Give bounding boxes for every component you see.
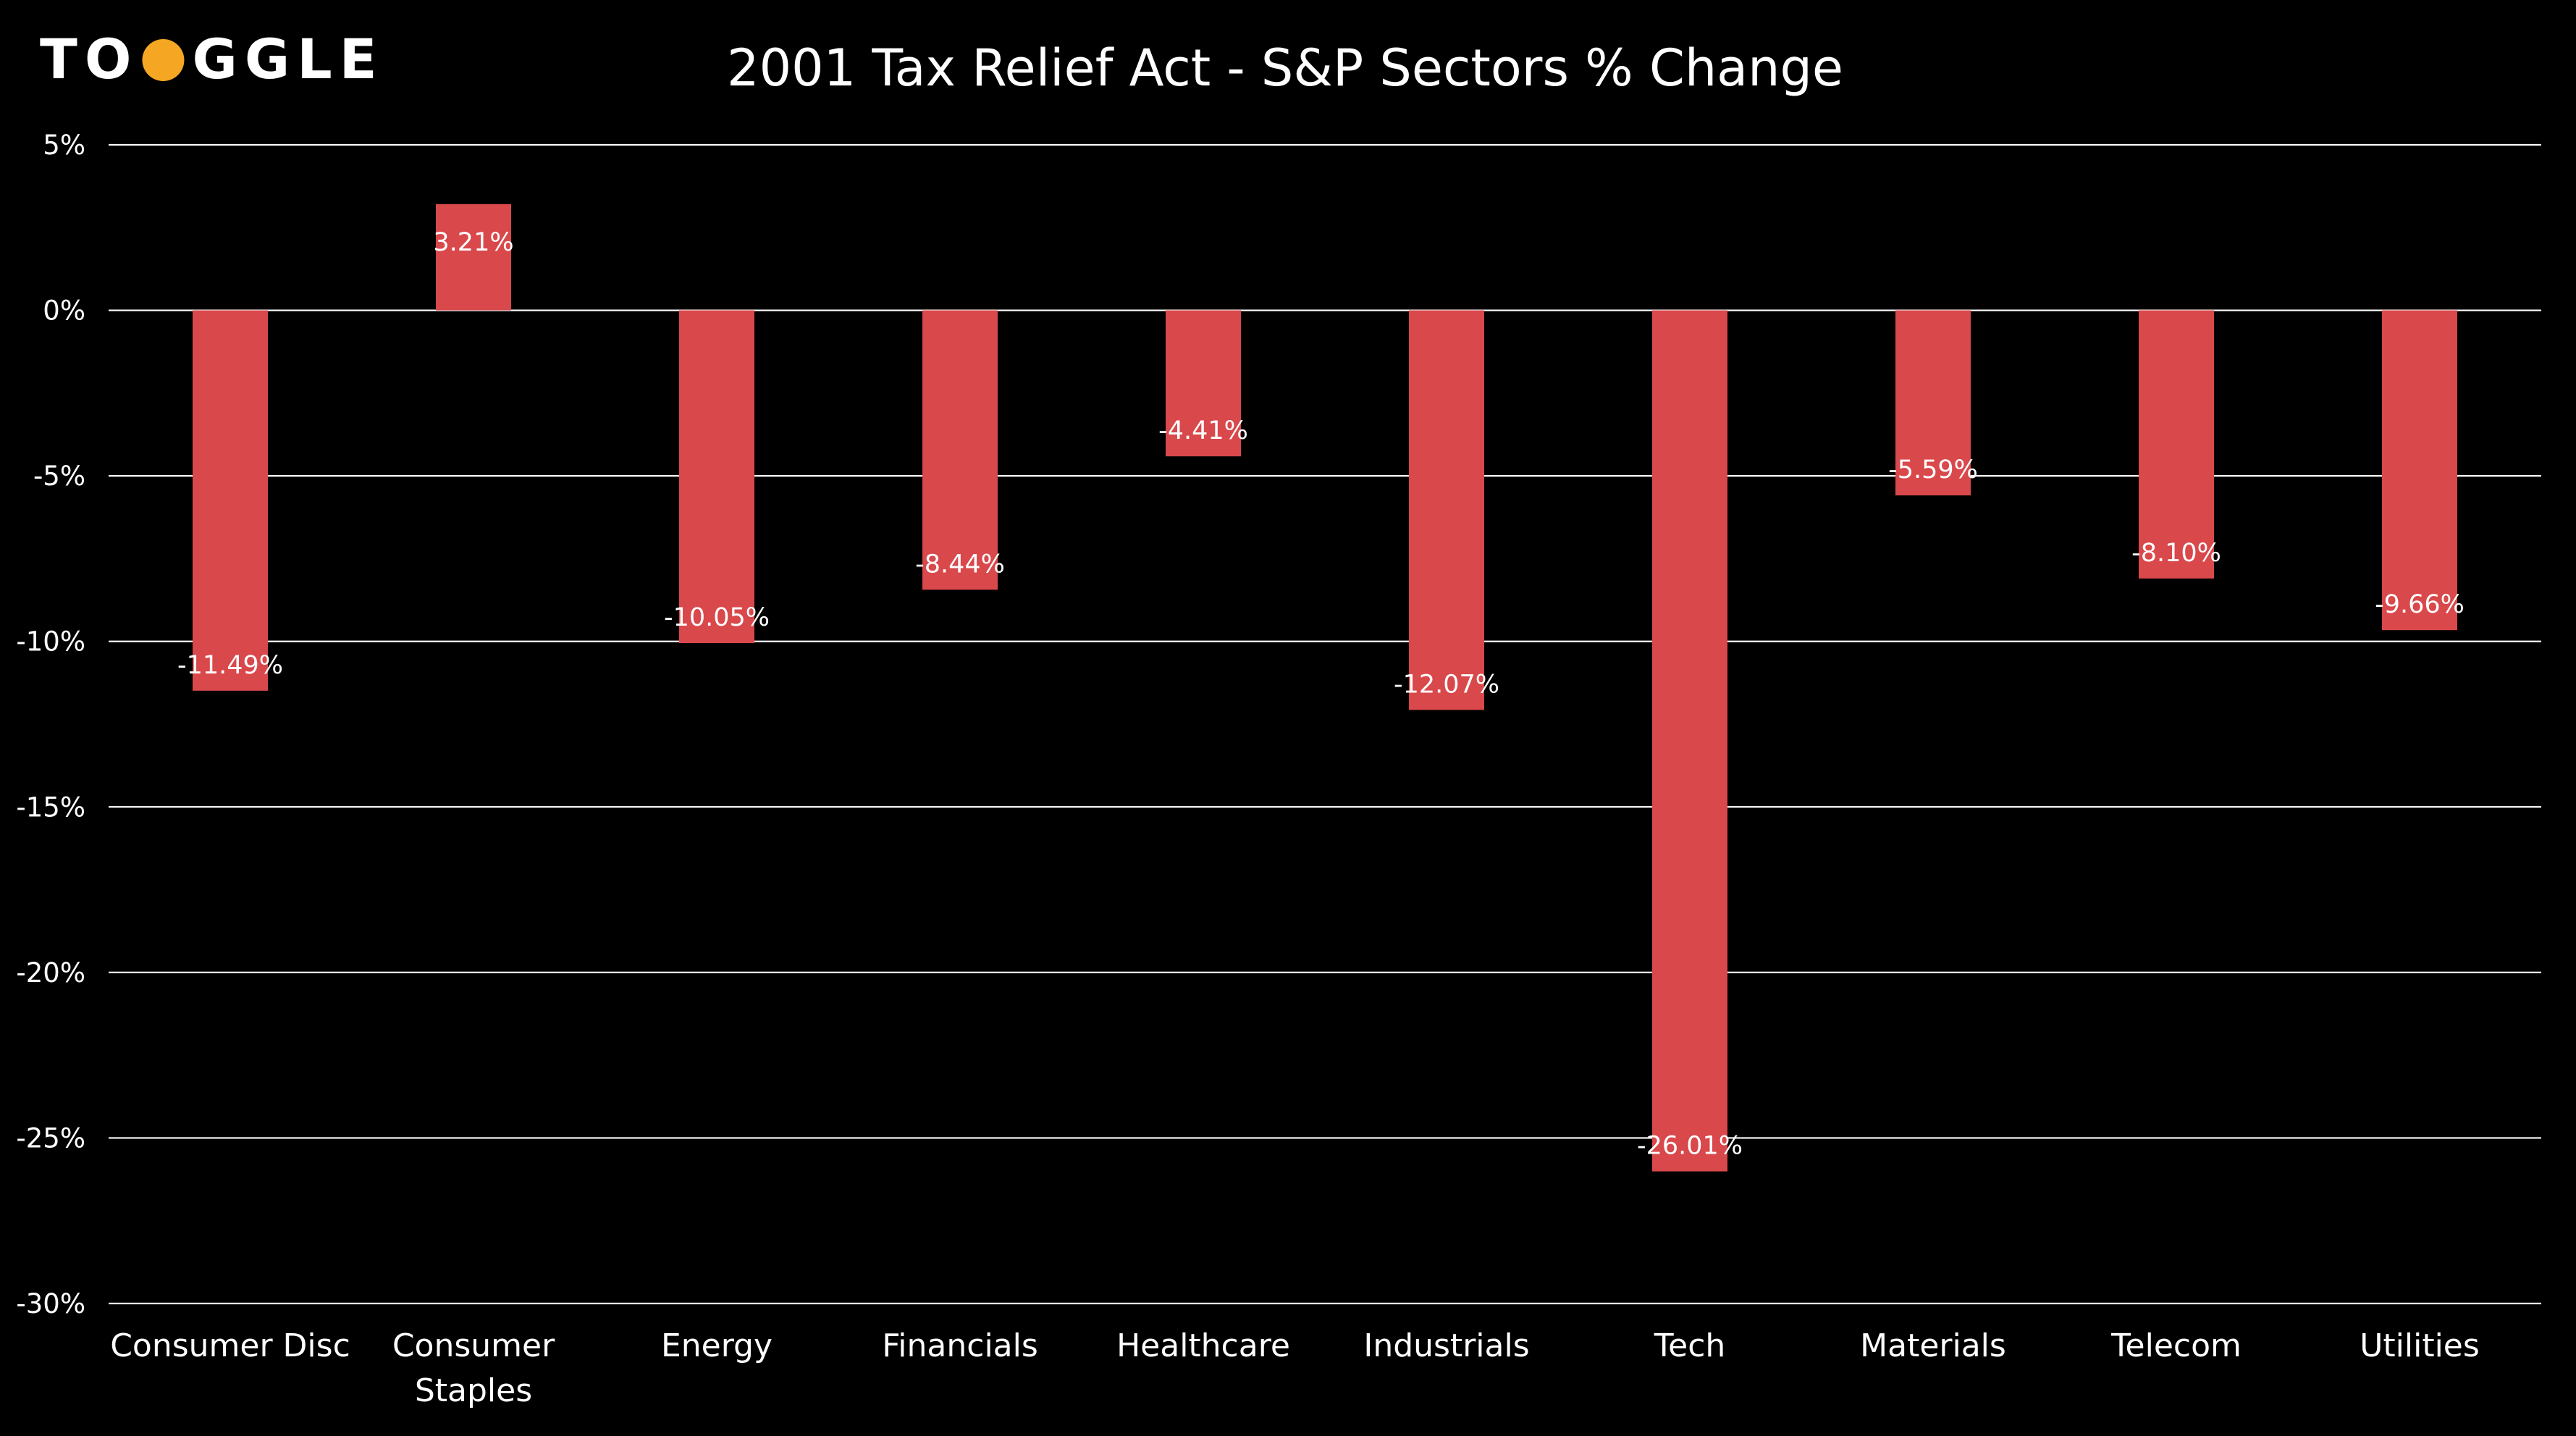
bar	[1409, 310, 1484, 710]
x-tick-label-line: Consumer	[392, 1327, 555, 1364]
logo-text-right: GGLE	[192, 27, 384, 91]
data-label: -26.01%	[1637, 1132, 1743, 1161]
x-tick-label: Energy	[661, 1327, 773, 1364]
x-tick-label: Financials	[882, 1327, 1038, 1364]
x-tick-label-line: Energy	[661, 1327, 773, 1364]
data-label: -5.59%	[1888, 455, 1978, 484]
logo-mark-icon	[142, 39, 185, 81]
x-tick-label: Consumer Disc	[110, 1327, 350, 1364]
data-labels: -11.49% 3.21% -10.05% -8.44% -4.41% -12.07% -2…	[177, 228, 2465, 1161]
data-label: 3.21%	[433, 228, 513, 257]
chart-title: 2001 Tax Relief Act - S&P Sectors % Chan…	[727, 38, 1843, 98]
y-tick-label: 0%	[43, 295, 85, 327]
x-axis: Consumer Disc Consumer Staples Energy Financ…	[110, 1327, 2480, 1409]
bar	[1166, 310, 1241, 457]
x-tick-label-line: Telecom	[2110, 1327, 2242, 1364]
bar	[1652, 310, 1727, 1172]
data-label: -10.05%	[664, 603, 770, 632]
x-tick-label: Consumer Staples	[392, 1327, 555, 1409]
x-tick-label-line: Utilities	[2360, 1327, 2480, 1364]
y-tick-label: -30%	[16, 1288, 85, 1319]
y-tick-label: -25%	[16, 1122, 85, 1154]
x-tick-label-line: Financials	[882, 1327, 1038, 1364]
data-label: -11.49%	[177, 651, 283, 680]
x-tick-label: Tech	[1654, 1327, 1726, 1364]
y-tick-label: -10%	[16, 626, 85, 658]
x-tick-label-line: Staples	[415, 1372, 532, 1409]
y-tick-label: 5%	[43, 130, 85, 161]
y-tick-label: -20%	[16, 957, 85, 988]
x-tick-label: Materials	[1860, 1327, 2006, 1364]
bar	[922, 310, 998, 590]
bar	[2139, 310, 2214, 579]
data-label: -8.44%	[915, 550, 1005, 579]
x-tick-label-line: Tech	[1654, 1327, 1726, 1364]
bar	[436, 203, 511, 311]
x-tick-label-line: Industrials	[1363, 1327, 1529, 1364]
data-label: -8.10%	[2131, 539, 2221, 568]
logo-text-left: TO	[40, 27, 138, 91]
bar	[193, 310, 268, 691]
x-tick-label: Telecom	[2110, 1327, 2242, 1364]
x-tick-label-line: Materials	[1860, 1327, 2006, 1364]
x-tick-label: Healthcare	[1116, 1327, 1290, 1364]
x-tick-label-line: Consumer Disc	[110, 1327, 350, 1364]
bar	[2382, 310, 2457, 631]
data-label: -9.66%	[2375, 590, 2465, 619]
bars	[193, 203, 2457, 1172]
data-label: -4.41%	[1158, 416, 1248, 445]
y-axis: 5% 0% -5% -10% -15% -20% -25% -30%	[16, 130, 85, 1319]
x-tick-label: Utilities	[2360, 1327, 2480, 1364]
x-tick-label: Industrials	[1363, 1327, 1529, 1364]
x-tick-label-line: Healthcare	[1116, 1327, 1290, 1364]
y-tick-label: -5%	[33, 461, 85, 492]
bar	[1895, 310, 1971, 496]
y-tick-label: -15%	[16, 792, 85, 823]
toggle-logo: TO GGLE	[40, 27, 384, 91]
data-label: -12.07%	[1394, 670, 1499, 699]
gridlines	[109, 143, 2541, 1305]
bar	[679, 310, 754, 643]
